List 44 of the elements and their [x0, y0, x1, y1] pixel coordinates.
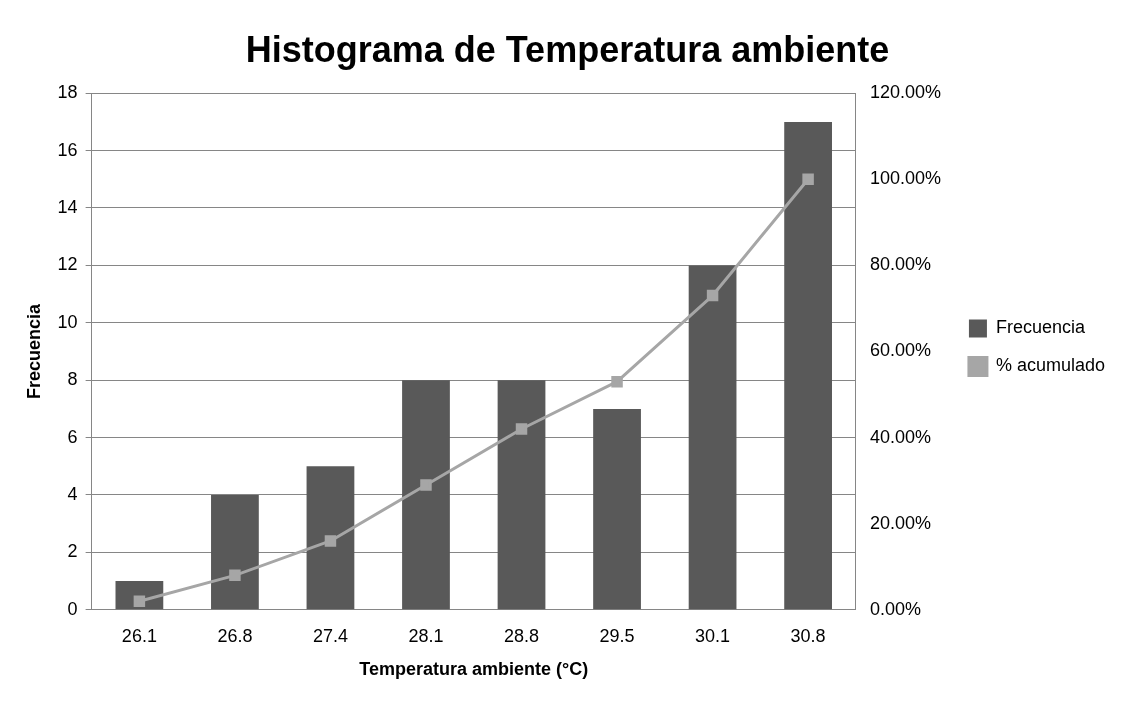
x-tick-label: 27.4 [312, 625, 348, 646]
x-tick-label: 30.8 [790, 625, 826, 646]
x-tick-label: 28.1 [408, 625, 444, 646]
y-tick-label: 10 [57, 311, 78, 332]
y2-tick-label: 100.00% [869, 168, 941, 189]
y-tick-label: 18 [57, 82, 78, 103]
y-tick-label: 4 [67, 483, 78, 504]
y-tick-label: 2 [67, 541, 78, 562]
bar [306, 466, 355, 610]
legend-label: Frecuencia [995, 317, 1086, 338]
bar [402, 380, 450, 610]
y2-tick-label: 60.00% [869, 340, 931, 361]
y-tick-label: 16 [57, 139, 78, 160]
point [706, 289, 719, 302]
x-tick-label: 29.5 [599, 625, 635, 646]
y-tick-label: 12 [57, 254, 78, 275]
y2-tick-label: 80.00% [869, 254, 931, 275]
y-tick-label: 14 [57, 196, 78, 217]
legend-label: % acumulado [995, 355, 1106, 376]
chart-title: Histograma de Temperatura ambiente [245, 28, 890, 70]
x-tick-label: 30.1 [695, 625, 731, 646]
y-tick-label: 0 [67, 598, 78, 619]
y2-tick-label: 120.00% [869, 82, 941, 103]
y2-tick-label: 20.00% [869, 512, 931, 533]
bar [497, 380, 546, 610]
x-tick-label: 26.8 [217, 625, 253, 646]
bar [211, 495, 259, 610]
x-tick-label: 26.1 [121, 625, 157, 646]
point [324, 535, 337, 547]
y-tick-label: 8 [67, 369, 78, 390]
point [420, 479, 432, 491]
point [515, 423, 528, 435]
y2-tick-label: 40.00% [869, 426, 931, 447]
point [611, 375, 623, 388]
x-axis-title: Temperatura ambiente (°C) [359, 659, 589, 680]
y-axis-title: Frecuencia [23, 302, 44, 400]
bar [784, 121, 832, 610]
x-tick-label: 28.8 [503, 625, 540, 646]
bar [688, 265, 737, 610]
point [802, 173, 814, 186]
y-tick-label: 6 [67, 426, 78, 447]
y2-tick-label: 0.00% [869, 598, 921, 619]
point [229, 569, 241, 582]
bar [593, 408, 641, 610]
